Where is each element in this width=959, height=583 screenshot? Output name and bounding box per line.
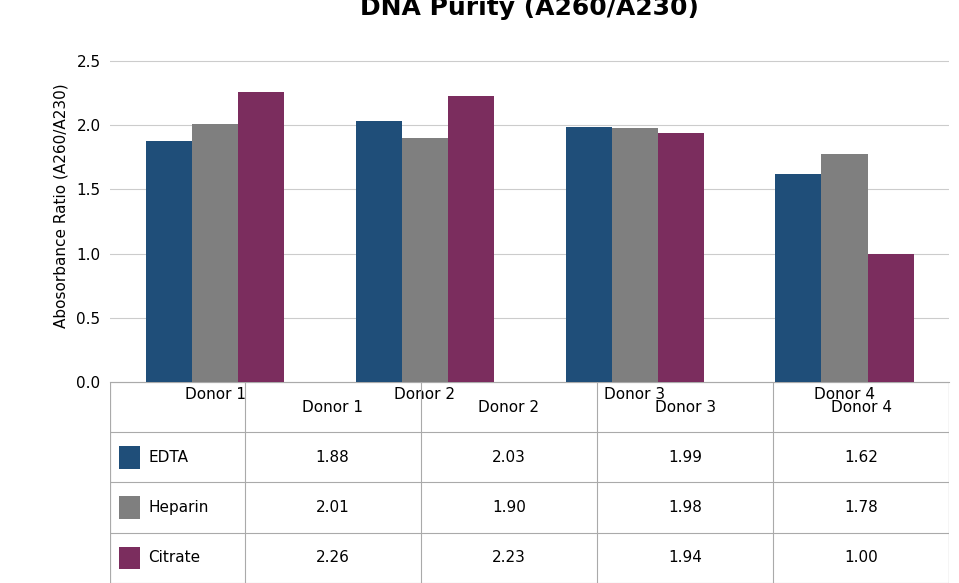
- Text: Donor 3: Donor 3: [655, 399, 715, 415]
- Text: 2.01: 2.01: [316, 500, 349, 515]
- Y-axis label: Abosorbance Ratio (A260/A230): Abosorbance Ratio (A260/A230): [53, 83, 68, 328]
- Text: 1.88: 1.88: [316, 450, 349, 465]
- Text: 1.99: 1.99: [668, 450, 702, 465]
- Bar: [238, 92, 285, 382]
- Bar: [192, 124, 238, 382]
- Text: Donor 2: Donor 2: [479, 399, 539, 415]
- Text: Donor 4: Donor 4: [830, 399, 892, 415]
- Text: Donor 1: Donor 1: [302, 399, 363, 415]
- Text: 1.78: 1.78: [845, 500, 878, 515]
- Bar: [775, 174, 822, 382]
- Bar: [658, 133, 704, 382]
- Bar: [146, 141, 192, 382]
- Bar: [612, 128, 658, 382]
- Bar: [868, 254, 914, 382]
- Text: 1.00: 1.00: [845, 550, 878, 566]
- Bar: [402, 138, 448, 382]
- Text: 1.94: 1.94: [668, 550, 702, 566]
- Text: 2.23: 2.23: [492, 550, 526, 566]
- Bar: [356, 121, 402, 382]
- Text: 1.62: 1.62: [844, 450, 878, 465]
- Text: EDTA: EDTA: [148, 450, 188, 465]
- FancyBboxPatch shape: [119, 546, 140, 569]
- Text: Citrate: Citrate: [148, 550, 200, 566]
- Bar: [448, 96, 494, 382]
- Title: DNA Purity (A260/A230): DNA Purity (A260/A230): [361, 0, 699, 20]
- Text: 2.26: 2.26: [316, 550, 350, 566]
- FancyBboxPatch shape: [119, 496, 140, 519]
- Text: 2.03: 2.03: [492, 450, 526, 465]
- Text: Heparin: Heparin: [148, 500, 208, 515]
- Bar: [822, 153, 868, 382]
- Text: 1.90: 1.90: [492, 500, 526, 515]
- Bar: [566, 127, 612, 382]
- Text: 1.98: 1.98: [668, 500, 702, 515]
- FancyBboxPatch shape: [119, 446, 140, 469]
